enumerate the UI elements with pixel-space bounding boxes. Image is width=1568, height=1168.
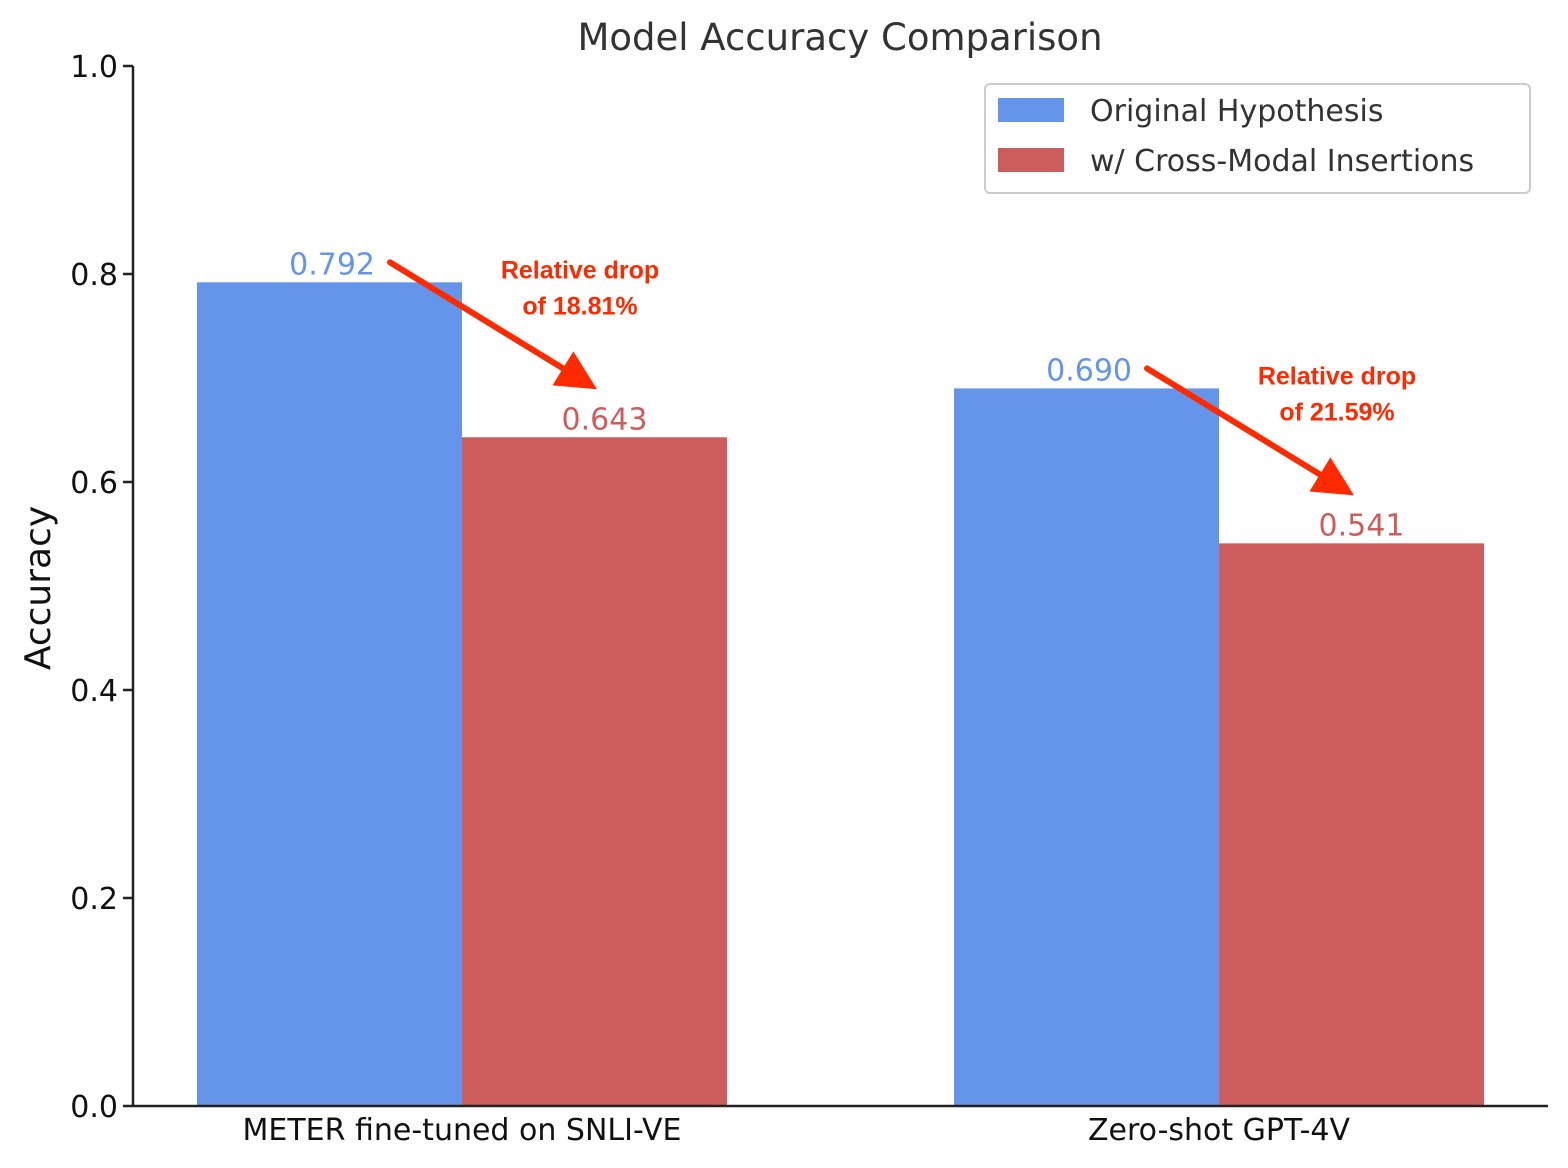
drop-arrow-head: [1309, 457, 1354, 496]
y-ticks-group: 0.0 0.2 0.4 0.6 0.8 1.0: [70, 50, 133, 1125]
x-tick-label: Zero-shot GPT-4V: [1088, 1113, 1351, 1148]
annotation-line1: Relative drop: [1258, 362, 1416, 390]
axes-group: [131, 66, 1548, 1108]
annotation-line2: of 18.81%: [522, 292, 637, 320]
value-label: 0.643: [562, 402, 648, 437]
value-labels-group: 0.792 0.643 0.690 0.541: [289, 247, 1404, 543]
chart-title: Model Accuracy Comparison: [577, 16, 1102, 59]
legend-label-original: Original Hypothesis: [1090, 94, 1383, 129]
value-label: 0.541: [1319, 508, 1405, 543]
drop-arrow-shaft: [1144, 365, 1323, 478]
bar-cross-modal-1: [1219, 543, 1484, 1106]
legend-frame: [984, 83, 1531, 194]
annotations-group: Relative drop of 18.81% Relative drop of 21…: [387, 256, 1416, 496]
drop-arrow-shaft: [387, 259, 566, 372]
y-tick-label: 0.0: [70, 1090, 118, 1125]
bar-original-0: [197, 282, 462, 1106]
y-tick-label: 1.0: [70, 50, 118, 85]
y-tick-label: 0.6: [70, 466, 118, 501]
value-label: 0.792: [289, 247, 375, 282]
y-tick-label: 0.4: [70, 674, 118, 709]
bar-original-1: [954, 388, 1219, 1106]
legend-label-cross-modal: w/ Cross-Modal Insertions: [1090, 144, 1474, 179]
y-axis-label: Accuracy: [18, 506, 59, 670]
drop-arrow-head: [552, 351, 597, 390]
y-tick-label: 0.8: [70, 258, 118, 293]
bars-group: [197, 282, 1484, 1106]
legend: Original Hypothesis w/ Cross-Modal Inser…: [984, 83, 1531, 194]
x-tick-label: METER fine-tuned on SNLI-VE: [242, 1113, 681, 1148]
annotation-line2: of 21.59%: [1279, 398, 1394, 426]
bar-cross-modal-0: [462, 437, 727, 1106]
annotation-line1: Relative drop: [501, 256, 659, 284]
x-tick-labels-group: METER fine-tuned on SNLI-VE Zero-shot GPT…: [242, 1113, 1350, 1148]
value-label: 0.690: [1046, 353, 1132, 388]
y-tick-label: 0.2: [70, 882, 118, 917]
legend-swatch-original: [998, 98, 1064, 122]
legend-swatch-cross-modal: [998, 148, 1064, 172]
